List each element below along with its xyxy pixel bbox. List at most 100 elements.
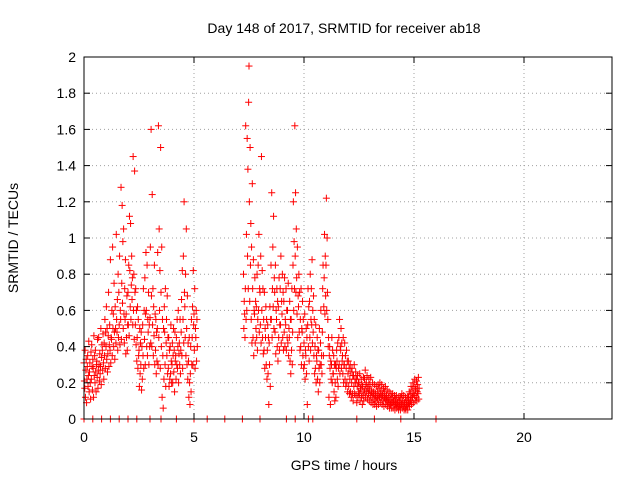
data-point	[103, 355, 111, 363]
data-point	[150, 303, 158, 311]
data-point	[410, 382, 418, 390]
data-point	[249, 285, 257, 293]
data-point	[151, 346, 159, 354]
y-axis-title: SRMTID / TECUs	[5, 183, 21, 293]
data-point	[89, 355, 97, 363]
data-point	[85, 388, 93, 396]
data-point	[302, 325, 310, 332]
data-point	[105, 363, 113, 371]
data-point	[127, 315, 135, 323]
data-point	[86, 359, 94, 367]
chart-title: Day 148 of 2017, SRMTID for receiver ab1…	[207, 20, 480, 36]
data-point	[280, 328, 288, 336]
y-tick-label: 2	[68, 49, 76, 65]
data-point	[337, 346, 345, 354]
data-point	[260, 288, 268, 296]
data-point	[96, 370, 104, 378]
data-point	[334, 382, 342, 390]
data-point	[166, 343, 174, 351]
y-tick-label: 0	[68, 411, 76, 427]
data-point	[112, 325, 120, 332]
data-point	[248, 180, 256, 188]
data-point	[81, 346, 89, 354]
data-point	[328, 334, 336, 342]
y-tick-label: 0.2	[57, 375, 77, 391]
data-point	[340, 361, 348, 369]
data-point	[312, 321, 320, 329]
data-point	[414, 381, 422, 389]
data-point	[305, 303, 313, 311]
y-tick-label: 0.4	[57, 339, 77, 355]
data-point	[135, 346, 143, 354]
data-point	[405, 388, 413, 396]
data-point	[184, 339, 192, 347]
data-point	[336, 315, 344, 323]
data-point	[160, 303, 168, 311]
data-point	[264, 321, 272, 329]
data-point	[278, 310, 286, 318]
data-point	[165, 334, 173, 342]
data-point	[125, 212, 133, 220]
data-point	[116, 252, 124, 260]
data-point	[252, 325, 260, 332]
data-point	[244, 165, 252, 173]
data-point	[166, 375, 174, 383]
data-point	[182, 225, 190, 233]
data-point	[82, 366, 90, 374]
data-point	[242, 122, 250, 130]
data-point	[303, 370, 311, 378]
data-point	[249, 256, 257, 264]
data-point	[128, 252, 136, 260]
data-point	[270, 212, 278, 220]
data-point	[380, 384, 388, 392]
data-point	[189, 303, 197, 311]
data-point	[177, 346, 185, 354]
data-point	[158, 243, 166, 251]
data-point	[274, 357, 282, 365]
data-point	[122, 310, 130, 318]
y-tick-label: 0.6	[57, 302, 77, 318]
data-point	[178, 296, 186, 304]
data-point	[97, 381, 105, 389]
data-point	[127, 220, 135, 228]
data-point	[139, 285, 147, 293]
data-point	[147, 339, 155, 347]
data-point	[99, 359, 107, 367]
data-point	[289, 261, 297, 269]
data-point	[257, 252, 265, 260]
data-point	[131, 321, 139, 329]
x-tick-label: 20	[516, 429, 532, 445]
data-point	[309, 306, 317, 314]
data-point	[140, 364, 148, 372]
data-point	[384, 402, 392, 410]
data-point	[300, 361, 308, 369]
x-tick-labels: 0 5 10 15 20	[80, 429, 532, 445]
data-point	[88, 386, 96, 394]
data-point	[320, 303, 328, 311]
data-point	[182, 352, 190, 360]
data-point	[414, 373, 422, 381]
data-point	[257, 339, 265, 347]
data-point	[134, 303, 142, 311]
data-point	[241, 310, 249, 318]
data-point	[330, 352, 338, 360]
data-point	[111, 355, 119, 363]
data-point	[94, 335, 102, 343]
data-point	[315, 364, 323, 372]
data-point	[89, 364, 97, 372]
data-point	[176, 370, 184, 378]
data-point	[363, 372, 371, 380]
data-point	[254, 315, 262, 323]
data-point	[327, 375, 335, 383]
y-tick-label: 1	[68, 230, 76, 246]
data-point	[297, 343, 305, 351]
data-point	[271, 261, 279, 269]
data-point	[186, 379, 194, 387]
data-point	[252, 303, 260, 311]
data-point	[191, 325, 199, 332]
data-point	[133, 357, 141, 365]
data-point	[118, 201, 126, 209]
data-point	[286, 357, 294, 365]
data-point	[96, 363, 104, 371]
data-point	[105, 341, 113, 349]
